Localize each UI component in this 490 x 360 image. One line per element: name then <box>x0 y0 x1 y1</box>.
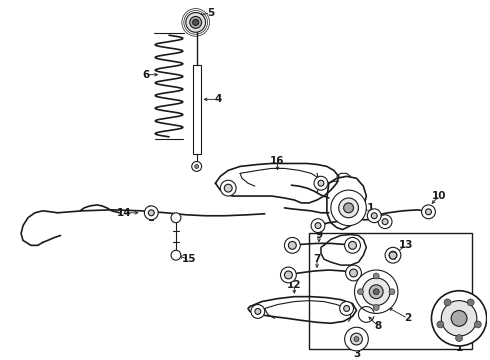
Circle shape <box>345 265 362 281</box>
Circle shape <box>373 273 379 279</box>
Text: 2: 2 <box>404 313 412 323</box>
Circle shape <box>389 251 397 259</box>
Circle shape <box>148 210 154 216</box>
Text: 9: 9 <box>316 230 322 239</box>
Circle shape <box>369 285 383 299</box>
Circle shape <box>344 238 361 253</box>
Circle shape <box>224 184 232 192</box>
Circle shape <box>451 310 467 326</box>
Circle shape <box>444 299 451 306</box>
Circle shape <box>171 250 181 260</box>
Text: 8: 8 <box>374 321 382 331</box>
Circle shape <box>349 269 358 277</box>
Circle shape <box>368 209 381 223</box>
Circle shape <box>331 190 367 226</box>
Circle shape <box>354 270 398 314</box>
Circle shape <box>348 242 357 249</box>
Circle shape <box>343 306 349 311</box>
Circle shape <box>340 302 353 315</box>
Circle shape <box>371 213 377 219</box>
Text: 13: 13 <box>398 240 413 250</box>
Circle shape <box>186 13 205 32</box>
Circle shape <box>421 205 436 219</box>
Circle shape <box>343 203 353 213</box>
Circle shape <box>318 180 324 186</box>
Circle shape <box>425 209 432 215</box>
Text: 11: 11 <box>361 203 375 213</box>
Circle shape <box>437 321 444 328</box>
Circle shape <box>382 219 388 225</box>
Circle shape <box>192 162 201 171</box>
Circle shape <box>389 289 395 295</box>
Circle shape <box>285 238 300 253</box>
Circle shape <box>285 271 293 279</box>
Text: 1: 1 <box>455 343 463 353</box>
Text: 10: 10 <box>432 191 446 201</box>
Circle shape <box>289 242 296 249</box>
Circle shape <box>339 198 359 218</box>
Circle shape <box>344 327 368 351</box>
Circle shape <box>145 206 158 220</box>
Circle shape <box>385 247 401 263</box>
Text: 14: 14 <box>116 208 131 218</box>
Bar <box>309 233 472 349</box>
Text: 6: 6 <box>143 70 150 80</box>
Circle shape <box>467 299 474 306</box>
Circle shape <box>350 333 363 345</box>
Text: 3: 3 <box>353 349 360 359</box>
Circle shape <box>251 305 265 318</box>
Text: 12: 12 <box>287 280 301 290</box>
Circle shape <box>354 337 359 342</box>
Circle shape <box>363 278 390 306</box>
Circle shape <box>255 309 261 314</box>
Circle shape <box>315 223 321 229</box>
Circle shape <box>280 267 296 283</box>
Circle shape <box>220 180 236 196</box>
Circle shape <box>314 176 328 190</box>
Circle shape <box>193 19 198 25</box>
Circle shape <box>456 335 463 342</box>
Text: 5: 5 <box>207 8 214 18</box>
Circle shape <box>378 215 392 229</box>
Circle shape <box>474 321 481 328</box>
Circle shape <box>432 291 487 346</box>
Circle shape <box>311 219 325 233</box>
Circle shape <box>195 165 198 168</box>
Text: 16: 16 <box>270 156 285 166</box>
Text: 7: 7 <box>313 254 320 264</box>
Circle shape <box>373 305 379 310</box>
Circle shape <box>441 301 477 336</box>
Circle shape <box>358 289 364 295</box>
Text: 4: 4 <box>215 94 222 104</box>
Circle shape <box>373 289 379 295</box>
Text: 15: 15 <box>181 254 196 264</box>
Circle shape <box>190 17 201 28</box>
Circle shape <box>171 213 181 223</box>
